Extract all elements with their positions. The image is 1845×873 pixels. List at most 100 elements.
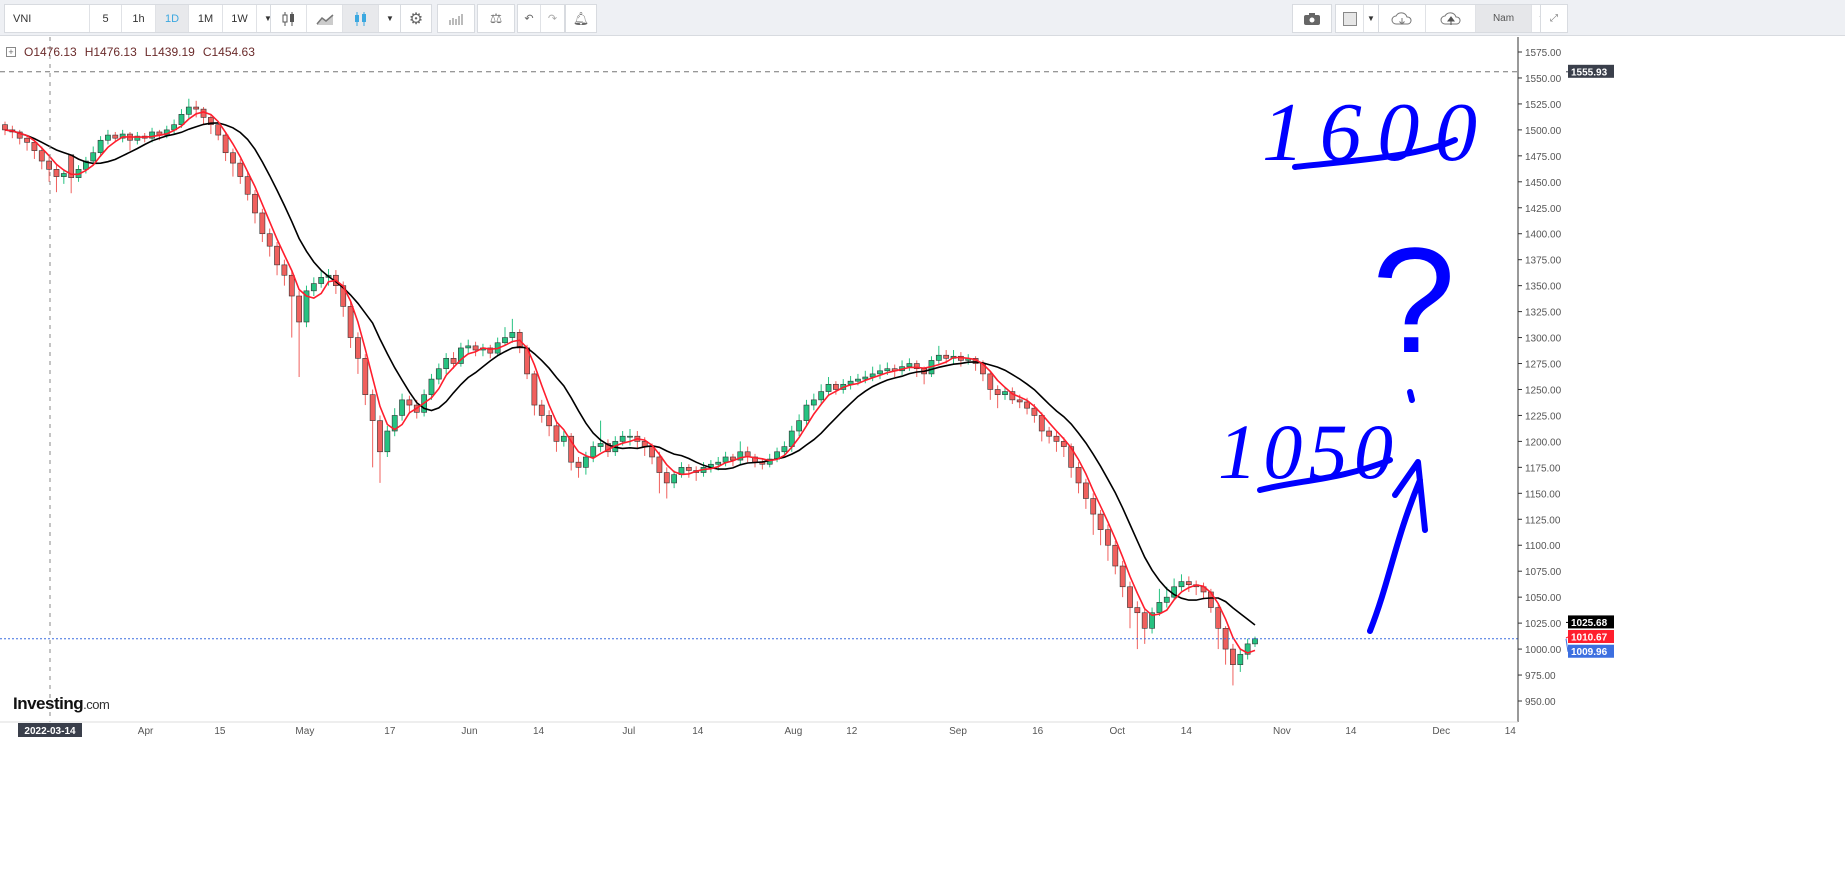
candle <box>90 146 97 166</box>
candle-body <box>1185 581 1192 585</box>
candle-body <box>663 472 670 484</box>
interval-1m[interactable]: 1M <box>189 5 223 32</box>
bar-chart-type-icon[interactable] <box>343 5 379 32</box>
interval-5[interactable]: 5 <box>90 5 122 32</box>
add-alert-icon[interactable]: 🔔︎ <box>572 10 590 26</box>
candle-body <box>685 467 692 471</box>
candle-body <box>443 358 450 370</box>
candle-body <box>369 394 376 421</box>
scales-icon[interactable]: ⚖ <box>489 10 503 26</box>
candle-body <box>465 345 472 349</box>
y-axis: 1575.00 1550.00 1525.00 1500.00 1475.00 1450.… <box>1517 37 1614 722</box>
interval-1d[interactable]: 1D <box>156 5 189 32</box>
candle <box>818 384 825 405</box>
x-tick-label: Sep <box>949 726 967 737</box>
symbol-input[interactable]: VNI <box>5 5 90 32</box>
y-tick-label: 1375.00 <box>1525 256 1562 267</box>
candle-body <box>2 124 8 131</box>
up-arrow-icon <box>1367 459 1428 634</box>
candle-body <box>1002 391 1008 395</box>
interval-1w[interactable]: 1W <box>223 5 257 32</box>
interval-dropdown-icon[interactable]: ▼ <box>264 14 272 23</box>
candle-body <box>310 283 317 292</box>
candle-body <box>83 160 89 170</box>
y-tick-label: 1025.00 <box>1525 619 1562 630</box>
y-tick-label: 1450.00 <box>1525 178 1562 189</box>
candle <box>38 146 45 170</box>
candle <box>266 228 273 257</box>
candle-body <box>1163 596 1170 603</box>
compare-group: ⚖ <box>477 4 515 33</box>
color-swatch[interactable] <box>1336 5 1364 32</box>
candle-body <box>715 461 722 465</box>
ohlc-high: H1476.13 <box>84 45 137 59</box>
x-tick-label: May <box>295 726 314 737</box>
candle <box>1053 431 1060 452</box>
candle-body <box>105 134 111 141</box>
cloud-upload-icon[interactable] <box>1426 5 1476 32</box>
candle-body <box>913 363 920 370</box>
crosshair-date-badge <box>18 723 82 737</box>
candle-body <box>296 295 302 323</box>
candle <box>487 344 494 359</box>
candle-body <box>472 345 479 351</box>
candle-body <box>1046 430 1052 437</box>
candle-body <box>855 378 861 382</box>
interval-1h[interactable]: 1h <box>122 5 156 32</box>
y-tick-label: 1175.00 <box>1525 463 1561 474</box>
candle <box>443 353 450 374</box>
candle <box>1237 649 1244 672</box>
y-tick-label: 1000.00 <box>1525 645 1562 656</box>
price-badge-bg <box>1568 630 1614 644</box>
candle <box>825 377 832 396</box>
expand-legend-icon[interactable]: + <box>6 47 16 57</box>
fullscreen-icon[interactable]: ⤢ <box>1550 13 1558 24</box>
candle <box>1002 387 1008 400</box>
candle <box>347 301 354 348</box>
area-chart-type-icon[interactable] <box>307 5 343 32</box>
candle-body <box>288 274 295 297</box>
color-dropdown-icon[interactable]: ▼ <box>1367 14 1375 23</box>
candle-body <box>1215 607 1222 629</box>
y-tick-label: 975.00 <box>1525 671 1556 682</box>
price-badge-leader <box>1565 638 1569 652</box>
y-tick-label: 1425.00 <box>1525 204 1562 215</box>
candle <box>134 131 141 145</box>
redo-icon[interactable]: ↷ <box>547 13 558 25</box>
candle-body <box>406 399 413 406</box>
candle-body <box>46 160 52 170</box>
undo-icon[interactable]: ↶ <box>518 5 541 32</box>
price-chart[interactable]: 1575.00 1550.00 1525.00 1500.00 1475.00 1450.… <box>0 37 1845 873</box>
indicators-icon[interactable] <box>438 5 474 32</box>
y-tick-label: 1125.00 <box>1525 515 1561 526</box>
candle-body <box>318 277 325 284</box>
x-tick-label: Oct <box>1110 726 1126 737</box>
chart-type-dropdown-icon[interactable]: ▼ <box>386 14 394 23</box>
gear-icon[interactable]: ⚙ <box>408 10 424 28</box>
candle-body <box>487 347 494 354</box>
candle-body <box>24 137 30 143</box>
candle-body <box>994 389 1001 395</box>
candle-body <box>237 162 244 177</box>
x-tick-label: 12 <box>846 726 858 737</box>
candle-body <box>458 347 464 364</box>
candle <box>671 470 677 489</box>
candle <box>149 127 155 143</box>
camera-icon[interactable] <box>1293 5 1331 32</box>
cloud-download-icon[interactable] <box>1379 5 1426 32</box>
candle <box>24 135 30 151</box>
candle-body <box>362 358 369 395</box>
alert-group: 🔔︎ <box>565 4 597 33</box>
candlestick-type-icon[interactable] <box>271 5 307 32</box>
language-select[interactable]: Nam <box>1476 5 1532 32</box>
candle <box>1185 576 1192 592</box>
candle <box>685 464 692 478</box>
candle <box>1230 643 1236 686</box>
settings-group: ⚙ <box>400 4 432 33</box>
slow-moving-average-line <box>4 122 1256 626</box>
candle-body <box>987 373 994 390</box>
candle-body <box>230 152 236 164</box>
candle <box>60 169 67 184</box>
y-tick-label: 950.00 <box>1525 697 1556 708</box>
y-tick-label: 1275.00 <box>1525 360 1562 371</box>
